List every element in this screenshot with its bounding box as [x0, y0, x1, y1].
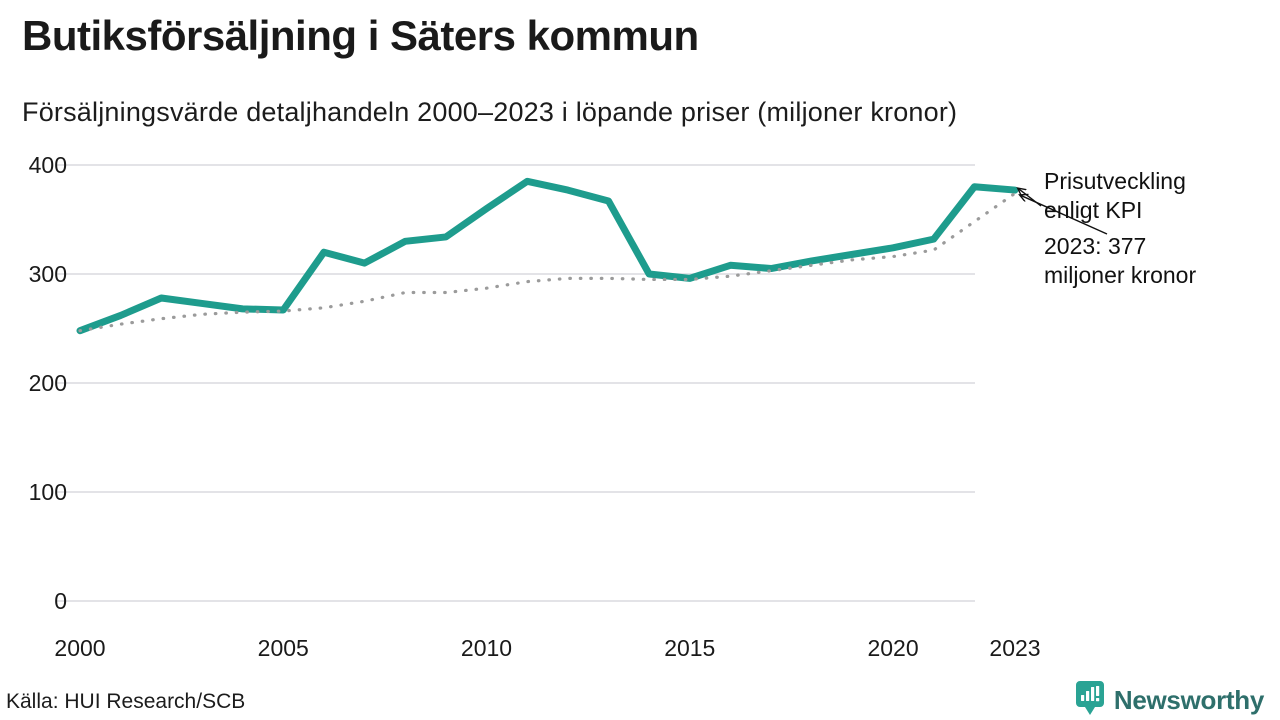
y-tick-label: 100: [29, 479, 67, 505]
annotation-2023-line2: miljoner kronor: [1044, 262, 1197, 288]
x-tick-label: 2015: [664, 635, 715, 661]
x-tick-label: 2023: [989, 635, 1040, 661]
chart-subtitle: Försäljningsvärde detaljhandeln 2000–202…: [22, 97, 958, 127]
annotation-kpi: Prisutveckling enligt KPI: [1044, 167, 1186, 225]
x-tick-label: 2000: [54, 635, 105, 661]
kpi-dotted-line: [78, 191, 1017, 333]
page-title: Butiksförsäljning i Säters kommun: [22, 12, 699, 59]
arrow-to-sales-line: [1020, 195, 1108, 235]
annotation-kpi-line1: Prisutveckling: [1044, 168, 1186, 194]
sales-line: [76, 177, 1019, 335]
annotation-kpi-line2: enligt KPI: [1044, 197, 1143, 223]
annotation-2023-line1: 2023: 377: [1044, 233, 1147, 259]
x-tick-label: 2010: [461, 635, 512, 661]
y-tick-label: 0: [54, 588, 67, 614]
y-tick-label: 200: [29, 370, 67, 396]
source-caption: Källa: HUI Research/SCB: [6, 690, 246, 713]
newsworthy-logo-icon: [1075, 680, 1105, 720]
y-tick-label: 300: [29, 261, 67, 287]
newsworthy-logo: Newsworthy: [1075, 680, 1264, 720]
x-tick-label: 2020: [867, 635, 918, 661]
y-tick-label: 400: [29, 152, 67, 178]
annotation-2023-value: 2023: 377 miljoner kronor: [1044, 232, 1196, 290]
newsworthy-logo-text: Newsworthy: [1113, 685, 1264, 715]
x-tick-label: 2005: [258, 635, 309, 661]
